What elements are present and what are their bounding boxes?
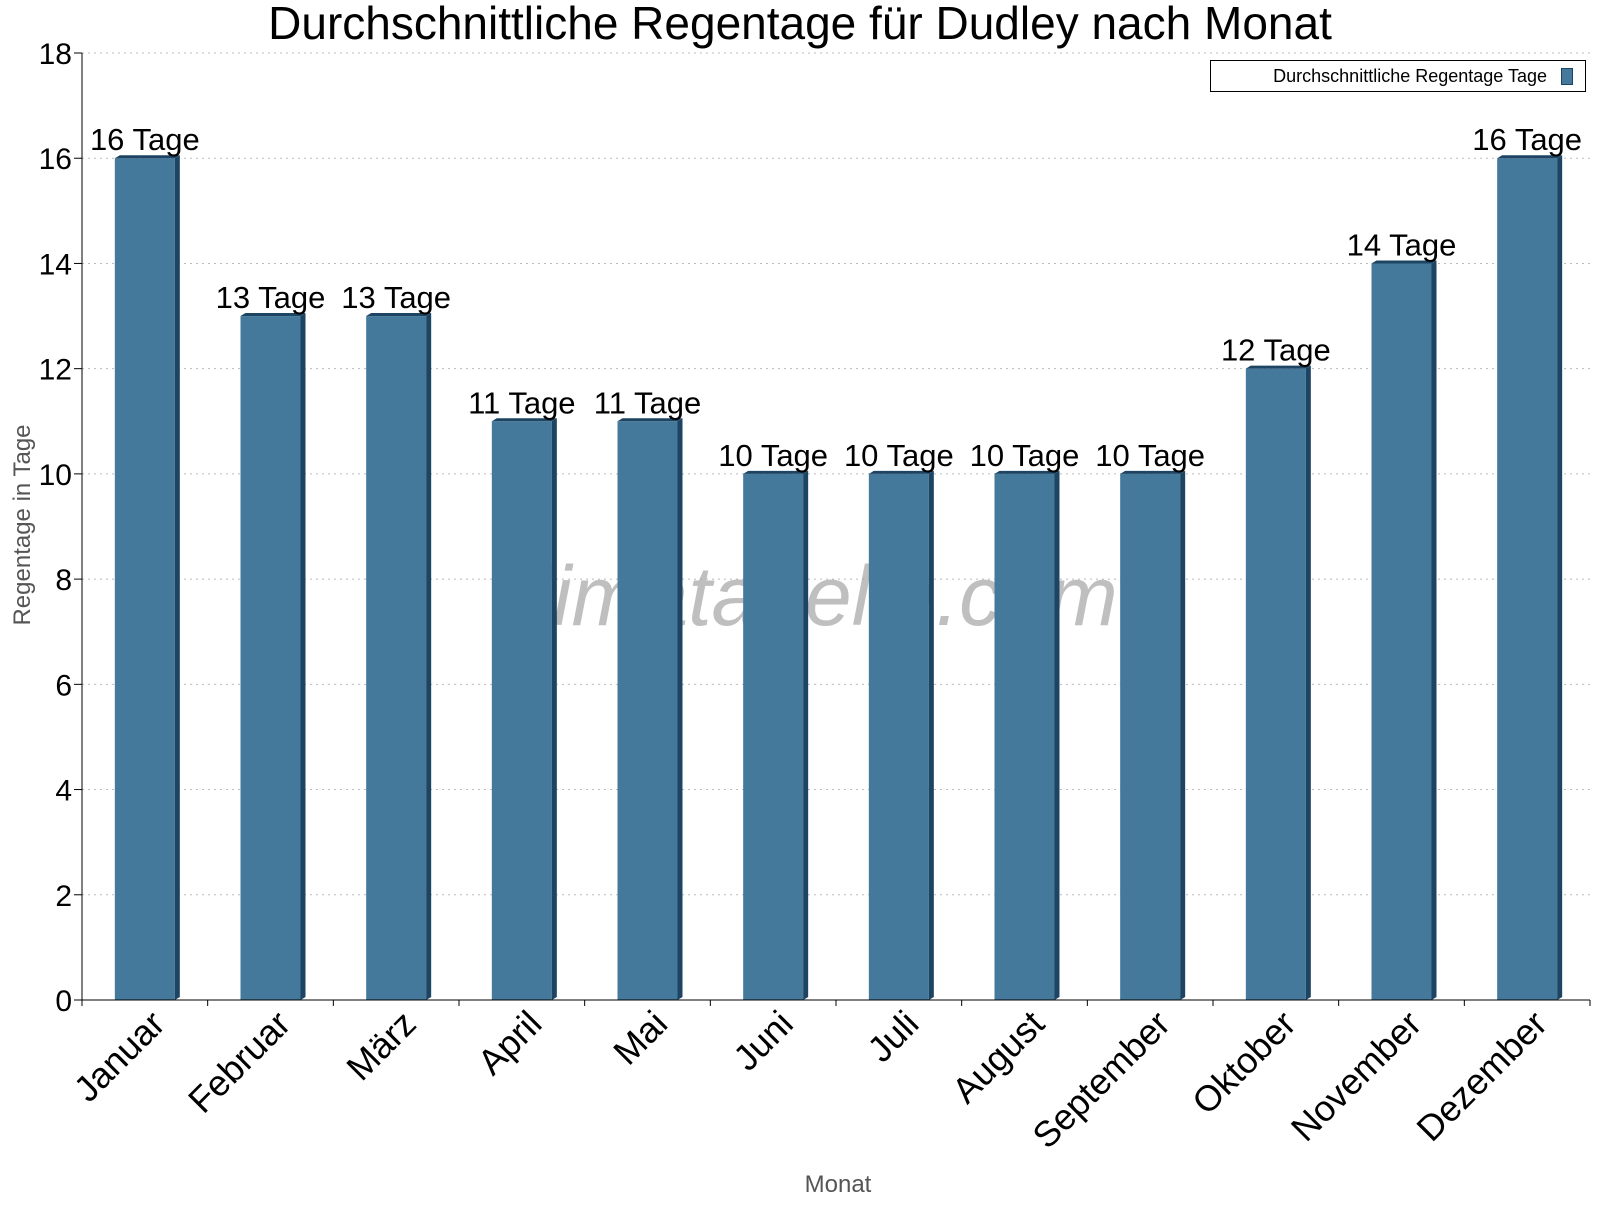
bar [994, 473, 1055, 1000]
bar [491, 421, 552, 1000]
bar [1497, 158, 1558, 1000]
bar-side [1557, 155, 1563, 1000]
data-label: 10 Tage [844, 438, 954, 473]
bar-top [1371, 260, 1437, 264]
x-tick-label: September [1024, 1003, 1178, 1157]
bar [1371, 263, 1432, 1000]
bar-top [491, 418, 557, 422]
bar-side [677, 418, 683, 1000]
data-label: 12 Tage [1221, 333, 1331, 368]
x-tick-label: August [944, 1003, 1052, 1111]
bar-side [426, 313, 432, 1000]
bar-top [1497, 155, 1563, 159]
x-tick-label: Januar [66, 1003, 173, 1110]
y-tick-label: 6 [55, 669, 72, 702]
y-tick-label: 12 [39, 354, 72, 387]
bar [743, 473, 804, 1000]
bar [366, 316, 427, 1000]
y-tick-label: 4 [55, 775, 72, 808]
bar [114, 158, 175, 1000]
bar [868, 473, 929, 1000]
bar-top [1245, 365, 1311, 369]
bar-side [1305, 365, 1311, 1001]
x-tick-label: Oktober [1184, 1003, 1304, 1123]
y-axis-title: Regentage in Tage [9, 424, 36, 625]
legend: Durchschnittliche Regentage Tage [1210, 60, 1586, 92]
bar-top [617, 418, 683, 422]
legend-label: Durchschnittliche Regentage Tage [1273, 65, 1547, 86]
bar-side [1180, 470, 1186, 1000]
x-tick-label: Februar [180, 1003, 298, 1121]
data-labels: 16 Tage 13 Tage 13 Tage 11 Tage 11 Tage 10 Ta… [90, 122, 1582, 473]
bar-top [868, 470, 934, 474]
bar-top [994, 470, 1060, 474]
bar-top [114, 155, 180, 159]
bar-top [743, 470, 809, 474]
y-tick-label: 2 [55, 880, 72, 913]
x-tick-label: November [1283, 1003, 1429, 1149]
data-label: 11 Tage [468, 385, 575, 420]
y-tick-label: 8 [55, 564, 72, 597]
bar-top [366, 313, 432, 317]
x-tick-label: März [338, 1003, 424, 1089]
x-axis-title: Monat [805, 1171, 872, 1198]
y-tick-label: 16 [39, 143, 72, 176]
bars [114, 155, 1563, 1001]
gridlines [82, 52, 1590, 896]
chart-title: Durchschnittliche Regentage für Dudley n… [268, 0, 1332, 49]
bar-side [300, 313, 306, 1000]
x-tick-label: April [470, 1003, 550, 1083]
x-tick-label: Juli [859, 1003, 926, 1070]
bar-side [1054, 470, 1060, 1000]
data-label: 16 Tage [90, 122, 200, 157]
data-label: 13 Tage [216, 280, 326, 315]
bar-side [928, 470, 934, 1000]
y-tick-label: 0 [55, 985, 72, 1018]
data-label: 10 Tage [718, 438, 828, 473]
bar-side [551, 418, 557, 1000]
data-label: 16 Tage [1472, 122, 1582, 157]
data-label: 14 Tage [1347, 227, 1457, 262]
data-label: 11 Tage [594, 385, 701, 420]
legend-swatch [1561, 67, 1573, 85]
bar [240, 316, 301, 1000]
bar [1120, 473, 1181, 1000]
bar [617, 421, 678, 1000]
data-label: 10 Tage [970, 438, 1080, 473]
y-tick-label: 18 [39, 38, 72, 71]
data-label: 10 Tage [1095, 438, 1205, 473]
bar-side [174, 155, 180, 1000]
bar-top [240, 313, 306, 317]
y-tick-label: 10 [39, 459, 72, 492]
x-tick-label: Dezember [1408, 1003, 1554, 1149]
bar-side [803, 470, 809, 1000]
x-tick-label: Juni [725, 1003, 801, 1079]
data-label: 13 Tage [341, 280, 451, 315]
y-tick-label: 14 [39, 248, 72, 281]
x-tick-label: Mai [605, 1003, 675, 1073]
bar [1245, 368, 1306, 1001]
bar-top [1120, 470, 1186, 474]
bar-side [1431, 260, 1437, 1000]
